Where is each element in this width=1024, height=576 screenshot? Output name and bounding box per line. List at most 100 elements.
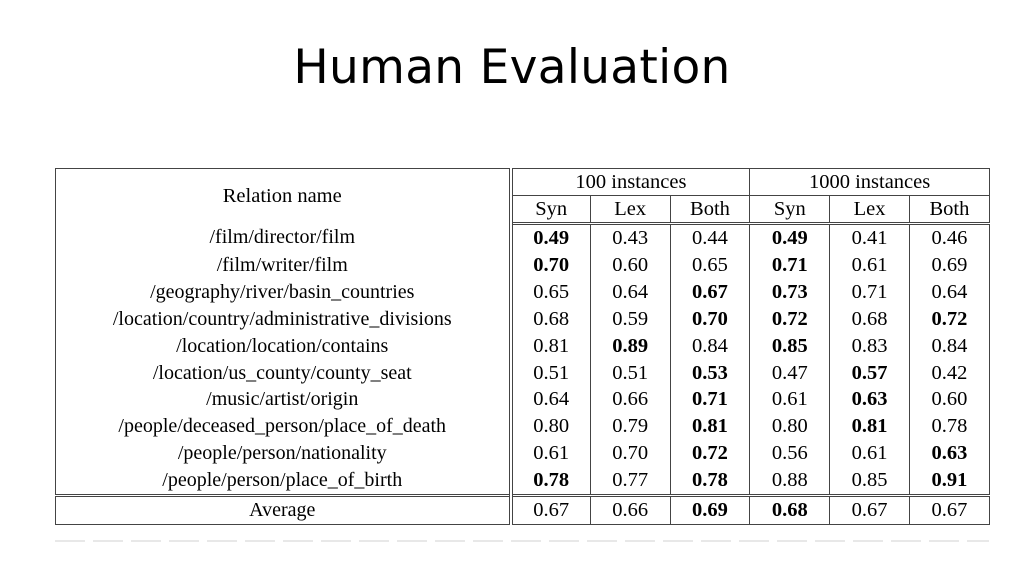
value-cell: 0.78 [669,467,750,496]
value-cell: 0.44 [669,223,750,252]
value-cell: 0.51 [533,361,570,384]
table-row: /people/deceased_person/place_of_death 0.… [55,413,990,441]
relation-name-cell: /location/us_county/county_seat [55,359,513,387]
value-cell: 0.64 [589,278,671,306]
value-cell: 0.66 [589,494,671,525]
value-cell: 0.64 [533,388,570,411]
subheader-lex-100: Lex [589,195,671,225]
value-cell: 0.53 [669,359,750,387]
table-row: /location/country/administrative_divisio… [55,305,990,333]
value-cell: 0.72 [749,305,830,333]
value-cell: 0.81 [533,334,570,357]
value-cell: 0.56 [749,440,830,468]
subheader-syn-100: Syn [510,195,591,225]
relation-name-cell: /people/deceased_person/place_of_death [55,413,513,441]
relation-name-header: Relation name [55,168,513,224]
value-cell: 0.88 [749,467,830,496]
value-cell: 0.63 [829,386,910,414]
relation-name-cell: /people/person/nationality [55,440,513,468]
subheader-both-100: Both [669,195,750,225]
value-cell: 0.71 [829,278,910,306]
value-cell: 0.61 [829,440,910,468]
value-cell: 0.84 [908,332,990,360]
value-cell: 0.69 [669,494,750,525]
value-cell: 0.78 [533,469,570,492]
table-row: /people/person/place_of_birth 0.78 0.77 0.7… [55,467,990,496]
value-cell: 0.83 [829,332,910,360]
group-header-100: 100 instances [510,168,750,196]
relation-name-cell: /film/writer/film [55,251,513,279]
slide-title: Human Evaluation [293,40,731,95]
value-cell: 0.60 [589,251,671,279]
relation-name-cell: /location/location/contains [55,332,513,360]
value-cell: 0.49 [749,223,830,252]
results-table: Relation name 100 instances 1000 instanc… [55,168,990,526]
value-cell: 0.91 [908,467,990,496]
value-cell: 0.67 [669,278,750,306]
value-cell: 0.66 [589,386,671,414]
value-cell: 0.64 [908,278,990,306]
value-cell: 0.41 [829,223,910,252]
value-cell: 0.60 [908,386,990,414]
value-cell: 0.67 [829,494,910,525]
table-row: /people/person/nationality 0.61 0.70 0.72 0.… [55,440,990,468]
value-cell: 0.80 [533,415,570,438]
table-row: /location/us_county/county_seat 0.51 0.51 0… [55,359,990,387]
value-cell: 0.42 [908,359,990,387]
faded-text-line [55,540,989,542]
value-cell: 0.68 [749,494,830,525]
value-cell: 0.77 [589,467,671,496]
value-cell: 0.71 [669,386,750,414]
value-cell: 0.47 [749,359,830,387]
value-cell: 0.57 [829,359,910,387]
value-cell: 0.89 [589,332,671,360]
value-cell: 0.51 [589,359,671,387]
group-header-1000: 1000 instances [749,168,990,196]
value-cell: 0.49 [533,227,570,249]
value-cell: 0.61 [533,442,570,465]
value-cell: 0.81 [829,413,910,441]
value-cell: 0.72 [908,305,990,333]
table-row: /location/location/contains 0.81 0.89 0.84 0… [55,332,990,360]
value-cell: 0.59 [589,305,671,333]
subheader-both-1000: Both [908,195,990,225]
value-cell: 0.68 [533,307,570,330]
value-cell: 0.61 [829,251,910,279]
table-row: /music/artist/origin 0.64 0.66 0.71 0.61 0.63… [55,386,990,414]
value-cell: 0.61 [749,386,830,414]
subheader-lex-1000: Lex [829,195,910,225]
average-row: Average 0.67 0.66 0.69 0.68 0.67 0.67 [55,494,990,525]
value-cell: 0.85 [829,467,910,496]
results-table-container: Relation name 100 instances 1000 instanc… [55,168,990,526]
table-row: /film/writer/film 0.70 0.60 0.65 0.71 0.61 0.6… [55,251,990,279]
table-row: /film/director/film 0.49 0.43 0.44 0.49 0.41 0… [55,223,990,252]
relation-name-cell: /film/director/film [55,223,513,252]
value-cell: 0.78 [908,413,990,441]
value-cell: 0.67 [908,494,990,525]
value-cell: 0.69 [908,251,990,279]
value-cell: 0.71 [749,251,830,279]
value-cell: 0.84 [669,332,750,360]
value-cell: 0.63 [908,440,990,468]
value-cell: 0.85 [749,332,830,360]
value-cell: 0.79 [589,413,671,441]
value-cell: 0.72 [669,440,750,468]
value-cell: 0.68 [829,305,910,333]
value-cell: 0.43 [589,223,671,252]
value-cell: 0.46 [908,223,990,252]
value-cell: 0.80 [749,413,830,441]
relation-name-cell: /people/person/place_of_birth [55,467,513,496]
value-cell: 0.70 [669,305,750,333]
table-row: /geography/river/basin_countries 0.65 0.64… [55,278,990,306]
value-cell: 0.70 [589,440,671,468]
value-cell: 0.70 [533,253,570,276]
value-cell: 0.67 [510,494,591,525]
value-cell: 0.81 [669,413,750,441]
average-label: Average [55,494,513,525]
value-cell: 0.65 [669,251,750,279]
relation-name-cell: /location/country/administrative_divisio… [55,305,513,333]
relation-name-cell: /music/artist/origin [55,386,513,414]
value-cell: 0.73 [749,278,830,306]
relation-name-cell: /geography/river/basin_countries [55,278,513,306]
value-cell: 0.65 [533,280,570,303]
